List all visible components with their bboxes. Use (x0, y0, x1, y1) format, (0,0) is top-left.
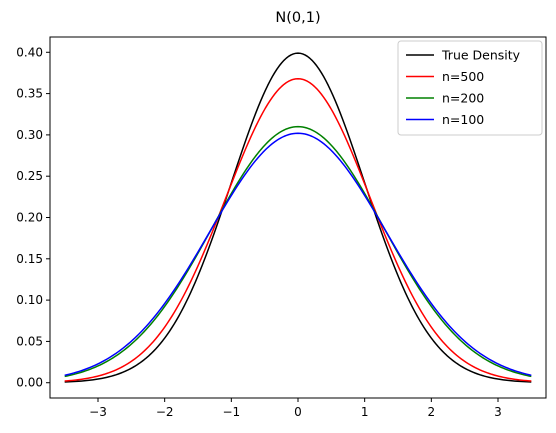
y-axis: 0.00 0.05 0.10 0.15 0.20 0.25 0.30 0.35 0.40 (16, 45, 50, 390)
series-line-true-density (64, 52, 532, 383)
x-tick-label: −1 (222, 405, 240, 419)
series-line-n-100 (64, 132, 532, 377)
y-tick-label: 0.40 (16, 45, 43, 59)
x-tick-label: 1 (361, 405, 369, 419)
x-tick-label: 3 (494, 405, 502, 419)
x-tick-label: −3 (89, 405, 107, 419)
y-tick-label: 0.25 (16, 169, 43, 183)
series-line-n-200 (64, 125, 532, 378)
legend-label: n=500 (442, 69, 484, 84)
series-line-n-500 (64, 77, 532, 382)
y-tick-label: 0.30 (16, 128, 43, 142)
y-tick-label: 0.35 (16, 87, 43, 101)
x-axis: −3 −2 −1 0 1 2 3 (89, 398, 502, 419)
legend-label: n=100 (442, 112, 484, 127)
chart-title: N(0,1) (275, 10, 320, 26)
legend-label: n=200 (442, 91, 484, 106)
y-tick-label: 0.00 (16, 376, 43, 390)
y-tick-label: 0.15 (16, 252, 43, 266)
y-tick-label: 0.05 (16, 334, 43, 348)
legend: True Density n=500 n=200 n=100 (397, 40, 543, 136)
x-tick-label: 2 (428, 405, 436, 419)
y-tick-label: 0.20 (16, 211, 43, 225)
y-tick-label: 0.10 (16, 293, 43, 307)
series-layer (64, 52, 532, 383)
legend-box (397, 40, 543, 136)
legend-label: True Density (441, 48, 521, 63)
x-tick-label: −2 (156, 405, 174, 419)
x-tick-label: 0 (294, 405, 302, 419)
